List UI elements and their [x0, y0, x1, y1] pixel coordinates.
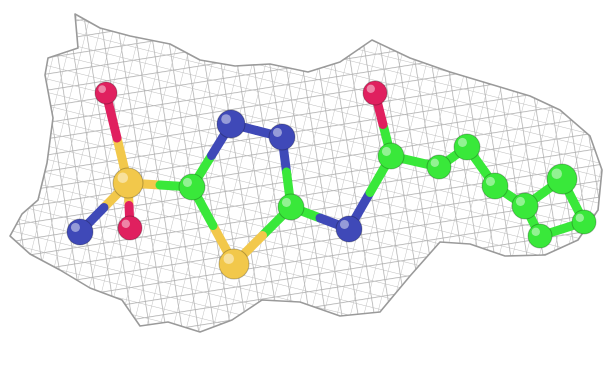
atom-highlight-c8: [551, 168, 562, 179]
atom-carbon-c1: [178, 173, 206, 201]
atom-highlight-c6: [485, 176, 496, 186]
atom-sulfur-s2: [218, 248, 250, 280]
atom-highlight-o3: [366, 84, 375, 94]
atom-highlight-n4: [339, 219, 350, 229]
atom-highlight-c5: [457, 137, 468, 147]
atom-highlight-n3: [272, 127, 283, 137]
atom-oxygen-o3: [362, 80, 388, 106]
atom-highlight-o2: [121, 219, 130, 228]
atom-highlight-c9: [575, 213, 584, 222]
atom-highlight-o1: [98, 85, 106, 93]
atom-highlight-c7: [515, 196, 525, 206]
atom-nitrogen-n4: [335, 215, 363, 243]
atom-highlight-c1: [182, 177, 192, 187]
atom-oxygen-o1: [94, 81, 118, 105]
atom-highlight-c2: [281, 197, 292, 207]
atom-carbon-c6: [481, 172, 509, 200]
atom-highlight-s1: [117, 172, 128, 183]
atom-carbon-c7: [511, 192, 539, 220]
atom-carbon-c10: [527, 223, 553, 249]
atom-nitrogen-n1: [66, 218, 94, 246]
atom-carbon-c4: [426, 154, 452, 180]
atom-nitrogen-n3: [268, 123, 296, 151]
atom-carbon-c8: [546, 163, 578, 195]
mesh-outline: [9, 13, 603, 333]
atom-oxygen-o2: [117, 215, 143, 241]
atom-highlight-s2: [223, 253, 234, 264]
atom-highlight-c3: [381, 146, 392, 156]
atom-carbon-c5: [453, 133, 481, 161]
molecule-atoms: [66, 80, 597, 280]
atom-highlight-n1: [70, 222, 80, 232]
atom-carbon-c3: [377, 142, 405, 170]
atom-nitrogen-n2: [216, 109, 246, 139]
atom-highlight-c10: [531, 227, 540, 236]
atom-carbon-c2: [277, 193, 305, 221]
atom-highlight-c4: [430, 158, 439, 167]
atom-sulfur-s1: [112, 167, 144, 199]
atom-carbon-c9: [571, 209, 597, 235]
atom-highlight-n2: [221, 114, 232, 124]
